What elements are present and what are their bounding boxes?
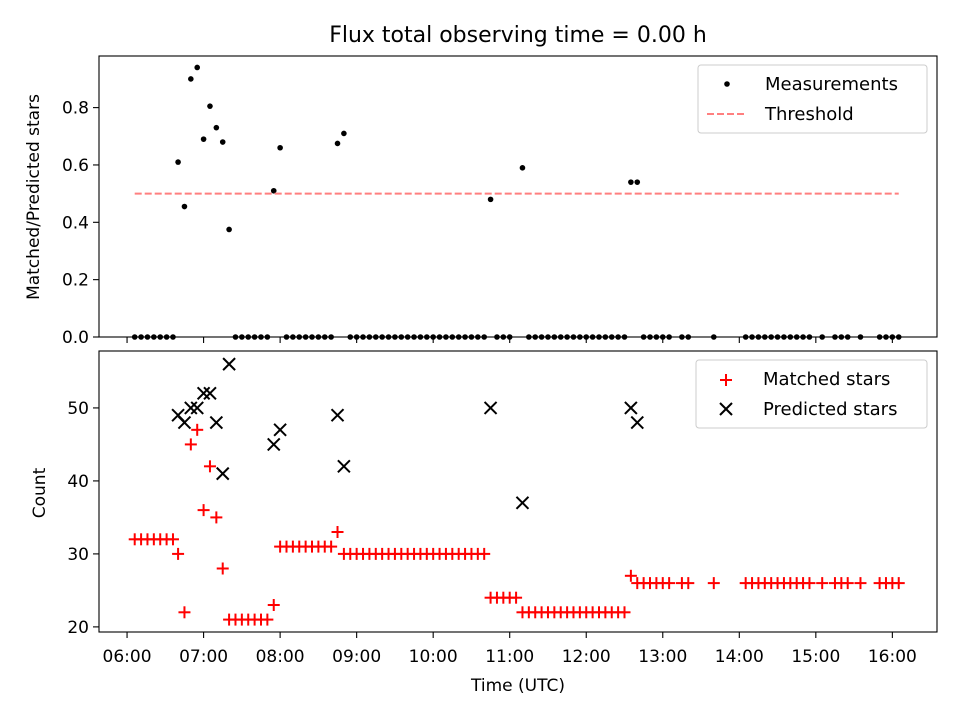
measurements-point [634, 179, 641, 185]
predicted-stars-point [190, 401, 204, 415]
predicted-stars-point [330, 408, 345, 422]
legend-measurements-label: Measurements [765, 74, 898, 95]
predicted-stars-point [624, 401, 638, 415]
legend-predicted-marker [719, 402, 733, 416]
matched-stars-point [216, 562, 229, 575]
bottom-legend: Matched stars Predicted stars [695, 359, 928, 429]
bottom-y-axis-label: Count [30, 467, 50, 518]
matched-stars-point [184, 438, 197, 451]
legend-matched-label: Matched stars [763, 369, 890, 390]
matched-stars-point [203, 460, 216, 473]
measurements-point [200, 136, 207, 142]
predicted-stars-point [209, 415, 224, 430]
measurements-point [334, 140, 341, 147]
matched-stars-point [261, 613, 274, 626]
predicted-stars-point [273, 423, 287, 437]
matched-stars-point [325, 540, 338, 553]
top-y-axis-label: Matched/Predicted stars [24, 94, 44, 300]
top-plot-panel: 0.0 0.2 0.4 0.6 0.8 [62, 64, 902, 348]
x-tick-label: 09:00 [332, 647, 381, 667]
matched-stars-point [841, 577, 854, 590]
top-axes-frame [98, 55, 938, 338]
x-axis-label: Time (UTC) [470, 676, 565, 696]
legend-measurements-marker [724, 81, 730, 87]
matched-stars-point [707, 577, 720, 590]
measurements-point [175, 159, 181, 165]
x-tick-label: 15:00 [791, 647, 840, 667]
measurements-point [213, 124, 220, 131]
measurements-point [277, 144, 283, 151]
matched-stars-point [267, 598, 280, 611]
matched-stars-point [166, 533, 179, 546]
top-legend: Measurements Threshold [697, 64, 928, 134]
matched-stars-point [803, 577, 816, 590]
x-tick-label: 12:00 [562, 647, 611, 667]
x-tick-label: 11:00 [485, 647, 534, 667]
predicted-stars-point [267, 437, 281, 452]
x-tick-label: 06:00 [103, 647, 152, 667]
x-tick-label: 10:00 [409, 647, 458, 667]
bottom-y-tick-label: 20 [67, 618, 89, 638]
chart-title: Flux total observing time = 0.00 h [329, 23, 707, 48]
matched-stars-point [197, 504, 210, 517]
measurements-point [341, 130, 347, 137]
bottom-legend-box [695, 359, 928, 429]
predicted-stars-point [216, 466, 230, 481]
legend-predicted-label: Predicted stars [763, 399, 897, 420]
top-y-tick-label: 0.4 [62, 213, 89, 233]
measurements-point [519, 165, 526, 171]
predicted-stars-point [196, 386, 211, 401]
x-tick-label: 14:00 [715, 647, 764, 667]
top-y-tick-label: 0.0 [62, 328, 89, 348]
matched-stars-point [178, 606, 191, 619]
x-tick-label: 08:00 [256, 647, 305, 667]
measurements-point [219, 139, 226, 145]
matched-stars-point [854, 577, 867, 590]
measurements-point [270, 187, 277, 194]
measurements-point [181, 203, 188, 210]
matched-stars-point [331, 526, 344, 539]
matched-stars-point [624, 569, 637, 582]
measurements-point [194, 64, 201, 71]
matched-stars-point [191, 423, 204, 436]
top-y-tick-label: 0.8 [62, 99, 89, 119]
predicted-stars-point [515, 496, 530, 510]
legend-matched-marker [720, 374, 732, 386]
measurements-point [226, 226, 232, 233]
predicted-stars-point [630, 415, 644, 430]
matched-stars-point [618, 606, 631, 619]
measurements-point [188, 76, 194, 82]
top-y-tick-label: 0.6 [62, 156, 89, 176]
matched-stars-point [682, 577, 695, 590]
matched-stars-point [663, 577, 676, 590]
matched-stars-point [510, 591, 523, 604]
bottom-plot-panel: 20 30 40 50 06:00 07:00 08:00 09:00 10:00 11:00 12… [67, 357, 917, 667]
matched-stars-point [478, 547, 491, 560]
matched-stars-point [816, 577, 829, 590]
predicted-stars-point [222, 357, 236, 371]
predicted-stars-point [203, 386, 217, 401]
bottom-y-tick-label: 30 [67, 545, 89, 565]
top-legend-box [697, 64, 928, 134]
predicted-stars-point [483, 401, 498, 415]
bottom-y-tick-label: 40 [67, 472, 89, 492]
measurements-point [487, 196, 494, 203]
matched-stars-point [892, 577, 905, 590]
x-tick-label: 13:00 [638, 647, 687, 667]
measurements-point [628, 179, 634, 185]
matched-stars-point [172, 547, 185, 560]
bottom-axes-frame [98, 350, 938, 633]
measurements-point [207, 103, 213, 109]
predicted-stars-point [337, 459, 351, 474]
bottom-y-tick-label: 50 [67, 399, 89, 419]
predicted-stars-point [184, 401, 198, 415]
matched-stars-point [210, 511, 223, 524]
predicted-stars-point [177, 415, 192, 430]
legend-threshold-label: Threshold [764, 104, 854, 125]
x-tick-label: 07:00 [179, 647, 228, 667]
x-tick-label: 16:00 [868, 647, 917, 667]
top-y-tick-label: 0.2 [62, 271, 89, 291]
